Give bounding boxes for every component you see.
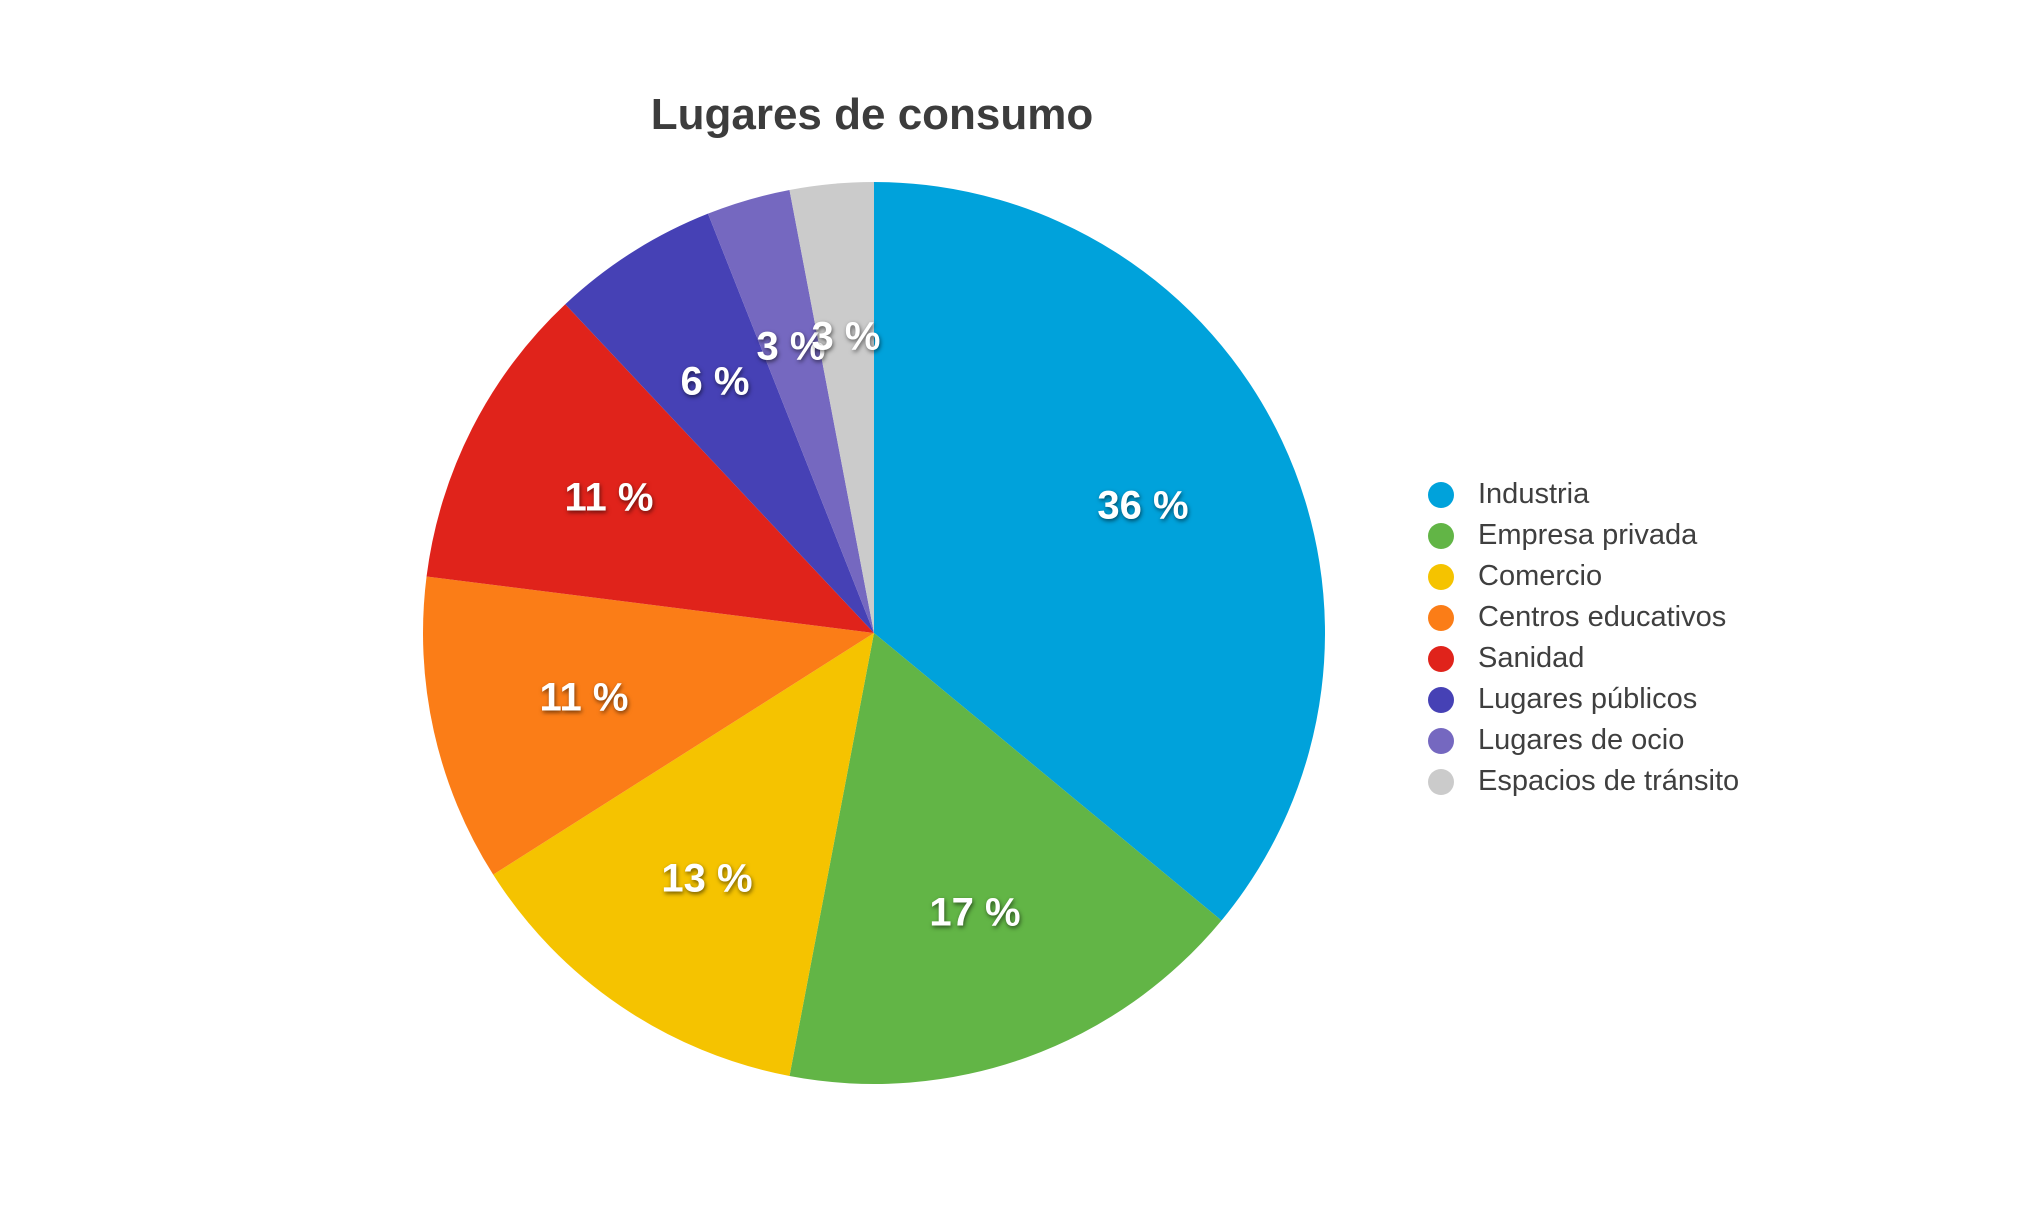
legend-item-label: Comercio: [1478, 560, 1603, 592]
legend-item-espacios-de-transito: Espacios de tránsito: [1428, 761, 1739, 802]
pie-slice-industria: [874, 182, 1326, 921]
legend-item-lugares-de-ocio: Lugares de ocio: [1428, 720, 1739, 761]
legend-item-label: Lugares de ocio: [1478, 724, 1685, 756]
pie-slice-empresa-privada: [789, 633, 1222, 1084]
legend-item-label: Espacios de tránsito: [1478, 765, 1740, 797]
legend-swatch-icon: [1428, 604, 1454, 631]
legend-item-label: Empresa privada: [1478, 519, 1698, 551]
legend-swatch-icon: [1428, 522, 1454, 549]
legend-item-label: Sanidad: [1478, 642, 1585, 674]
legend-swatch-icon: [1428, 481, 1454, 508]
chart-title: Lugares de consumo: [650, 90, 1094, 139]
legend: Industria Empresa privada Comercio Centros …: [1428, 474, 1739, 802]
pie-slice-lugares-publicos: [565, 213, 874, 634]
legend-item-industria: Industria: [1428, 474, 1739, 515]
legend-item-lugares-publicos: Lugares públicos: [1428, 679, 1739, 720]
legend-item-label: Centros educativos: [1478, 601, 1727, 633]
legend-item-comercio: Comercio: [1428, 556, 1739, 597]
legend-item-sanidad: Sanidad: [1428, 638, 1739, 679]
pie-slice-comercio: [493, 633, 874, 1077]
pie-slice-centros-educativos: [423, 576, 874, 875]
legend-swatch-icon: [1428, 727, 1454, 754]
legend-swatch-icon: [1428, 768, 1454, 795]
legend-item-empresa-privada: Empresa privada: [1428, 515, 1739, 556]
pie-slice-lugares-de-ocio: [707, 189, 874, 634]
legend-item-label: Lugares públicos: [1478, 683, 1698, 715]
pie-slice-sanidad: [426, 304, 874, 633]
legend-swatch-icon: [1428, 645, 1454, 672]
legend-swatch-icon: [1428, 563, 1454, 590]
legend-swatch-icon: [1428, 686, 1454, 713]
pie-slice-espacios-de-transito: [789, 182, 874, 633]
legend-item-centros-educativos: Centros educativos: [1428, 597, 1739, 638]
legend-item-label: Industria: [1478, 478, 1590, 510]
